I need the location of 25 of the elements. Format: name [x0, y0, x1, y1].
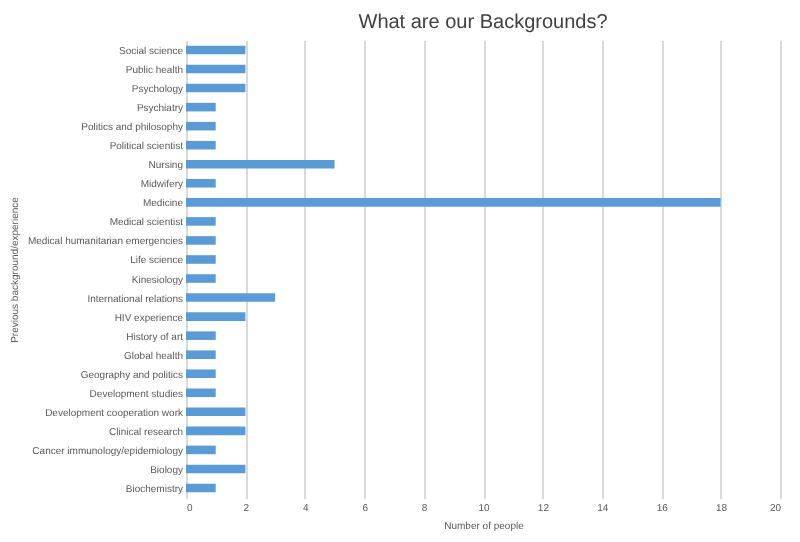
bar [186, 198, 721, 207]
bar [186, 121, 216, 131]
bar [186, 236, 216, 245]
bar [186, 45, 246, 55]
bar [186, 464, 246, 474]
bar [186, 407, 246, 417]
bar [186, 388, 216, 398]
bar [186, 426, 246, 436]
bar [186, 102, 216, 112]
bar [186, 179, 216, 188]
bar [186, 293, 276, 302]
chart-title: What are our Backgrounds? [358, 12, 609, 34]
bar [186, 217, 216, 226]
bar [186, 140, 216, 150]
bar [186, 255, 216, 264]
bar [186, 445, 216, 455]
bar [186, 64, 246, 74]
bar [186, 274, 216, 283]
bar [186, 83, 246, 93]
bar [186, 331, 216, 340]
bar [186, 369, 216, 379]
bar [186, 312, 246, 321]
bar [186, 483, 216, 493]
bar [186, 350, 216, 359]
bar [186, 159, 335, 169]
